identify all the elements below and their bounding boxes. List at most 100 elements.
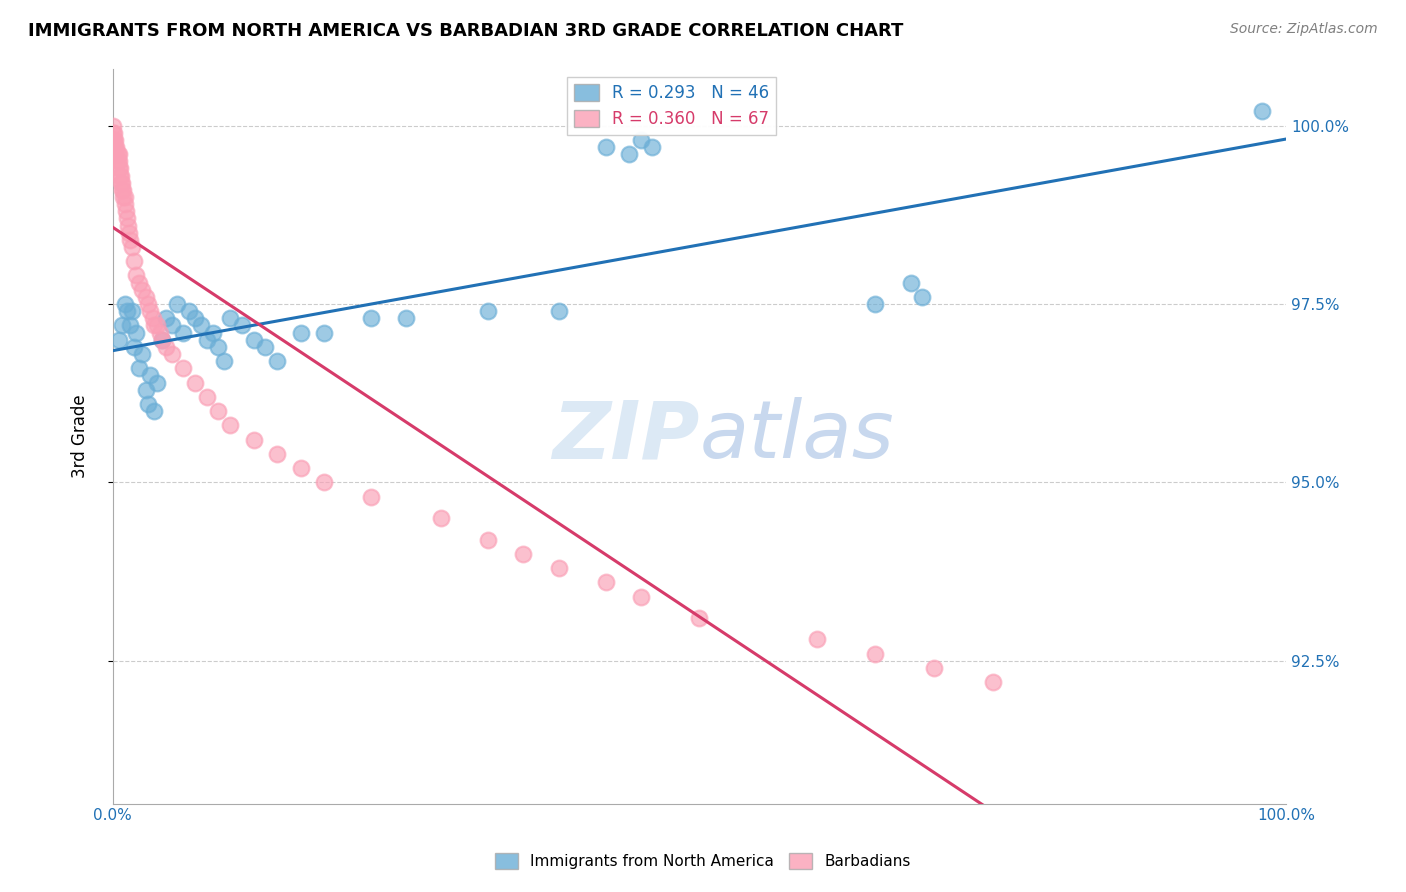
Point (395, 311, 418, 326)
Point (290, 461, 312, 475)
Point (112, 183, 135, 197)
Point (512, 547, 534, 561)
Point (107, 333, 129, 347)
Point (190, 318, 212, 333)
Point (108, 161, 131, 176)
Point (266, 354, 288, 368)
Point (135, 383, 157, 397)
Point (101, 119, 124, 133)
Point (114, 297, 136, 311)
Point (103, 126, 125, 140)
Point (117, 219, 139, 233)
Point (617, 147, 640, 161)
Point (242, 333, 264, 347)
Point (125, 326, 148, 340)
Point (155, 311, 177, 326)
Point (477, 533, 499, 547)
Point (214, 354, 236, 368)
Point (146, 376, 169, 390)
Point (360, 311, 382, 326)
Point (131, 283, 153, 297)
Text: Source: ZipAtlas.com: Source: ZipAtlas.com (1230, 22, 1378, 37)
Point (242, 433, 264, 447)
Point (115, 304, 138, 318)
Point (150, 333, 173, 347)
Point (150, 333, 173, 347)
Point (430, 511, 453, 525)
Point (595, 140, 617, 154)
Point (688, 611, 710, 625)
Point (146, 318, 169, 333)
Point (184, 311, 207, 326)
Point (110, 169, 132, 183)
Point (111, 183, 134, 197)
Point (136, 397, 159, 411)
Point (360, 490, 382, 504)
Point (160, 347, 183, 361)
Point (142, 404, 165, 418)
Legend: Immigrants from North America, Barbadians: Immigrants from North America, Barbadian… (489, 847, 917, 875)
Point (142, 318, 165, 333)
Point (219, 418, 242, 433)
Point (139, 304, 162, 318)
Point (155, 340, 177, 354)
Point (900, 276, 922, 290)
Point (101, 133, 124, 147)
Point (312, 475, 335, 490)
Point (104, 133, 127, 147)
Point (101, 126, 124, 140)
Point (312, 326, 335, 340)
Point (139, 368, 162, 383)
Point (136, 297, 159, 311)
Point (207, 404, 229, 418)
Text: IMMIGRANTS FROM NORTH AMERICA VS BARBADIAN 3RD GRADE CORRELATION CHART: IMMIGRANTS FROM NORTH AMERICA VS BARBADI… (28, 22, 904, 40)
Point (149, 326, 172, 340)
Point (108, 169, 131, 183)
Point (865, 647, 887, 661)
Point (219, 311, 242, 326)
Point (122, 340, 145, 354)
Point (107, 154, 129, 169)
Point (107, 147, 129, 161)
Point (231, 318, 253, 333)
Point (104, 140, 127, 154)
Point (114, 190, 136, 204)
Point (103, 133, 125, 147)
Point (160, 318, 183, 333)
Point (125, 268, 148, 283)
Point (290, 326, 312, 340)
Point (107, 161, 129, 176)
Point (177, 304, 200, 318)
Point (103, 140, 125, 154)
Point (128, 276, 150, 290)
Point (107, 154, 129, 169)
Point (101, 140, 124, 154)
Point (630, 133, 652, 147)
Text: ZIP: ZIP (553, 397, 699, 475)
Point (121, 240, 143, 254)
Point (201, 326, 224, 340)
Point (981, 675, 1004, 690)
Point (135, 290, 157, 304)
Point (105, 140, 128, 154)
Point (922, 661, 945, 675)
Point (111, 176, 134, 190)
Point (1251, 104, 1274, 119)
Point (477, 304, 499, 318)
Point (121, 304, 143, 318)
Point (107, 147, 129, 161)
Point (110, 176, 132, 190)
Point (120, 233, 142, 247)
Point (806, 632, 828, 647)
Point (122, 254, 145, 268)
Point (172, 361, 194, 376)
Point (166, 297, 188, 311)
Point (118, 226, 141, 240)
Point (630, 590, 652, 604)
Y-axis label: 3rd Grade: 3rd Grade (72, 394, 89, 478)
Point (142, 311, 165, 326)
Point (641, 140, 664, 154)
Point (184, 376, 207, 390)
Point (547, 561, 569, 575)
Point (254, 340, 277, 354)
